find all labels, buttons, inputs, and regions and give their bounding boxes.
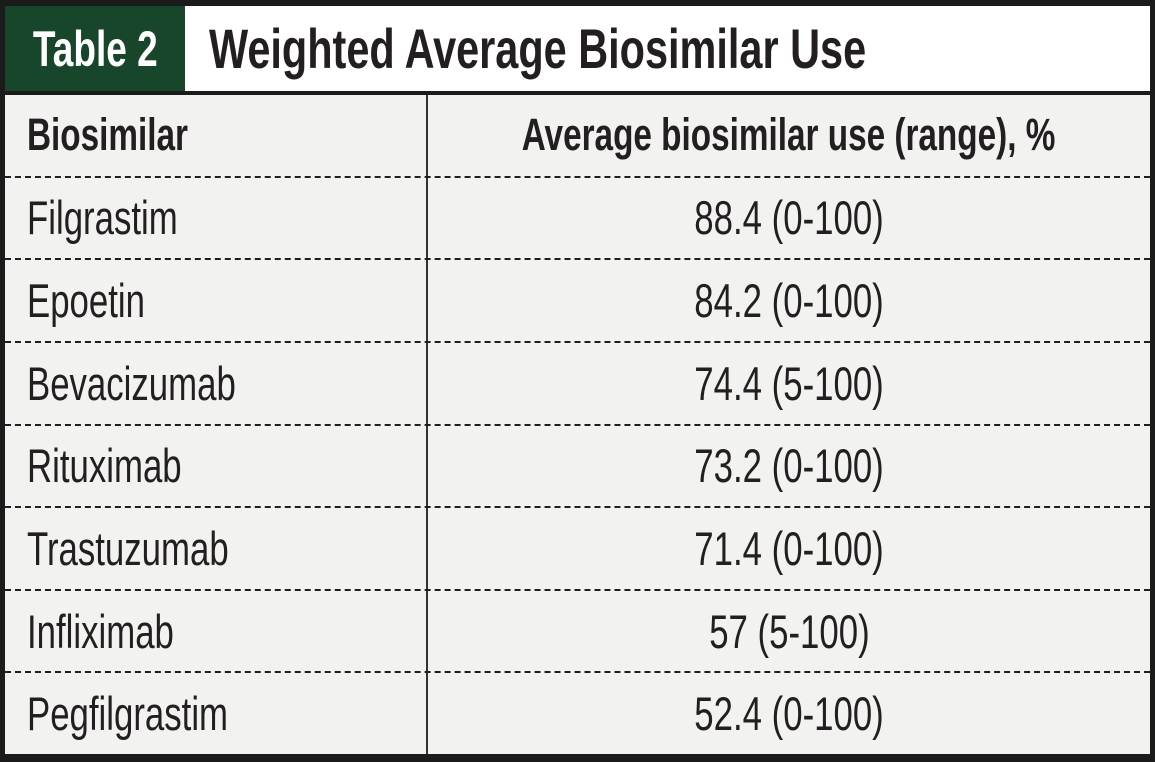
biosimilar-value-cell: 84.2 (0-100) <box>428 260 1150 341</box>
biosimilar-name: Rituximab <box>27 439 182 493</box>
biosimilar-value-cell: 88.4 (0-100) <box>428 178 1150 259</box>
biosimilar-name: Trastuzumab <box>27 521 229 575</box>
table-row: Filgrastim 88.4 (0-100) <box>5 175 1150 259</box>
biosimilar-value-cell: 52.4 (0-100) <box>428 673 1150 754</box>
biosimilar-name: Epoetin <box>27 274 145 328</box>
header-biosimilar-label: Biosimilar <box>27 109 189 161</box>
biosimilar-name: Infliximab <box>27 604 174 658</box>
header-average-use-label: Average biosimilar use (range), % <box>522 109 1056 161</box>
biosimilar-value: 88.4 (0-100) <box>694 191 884 245</box>
table-number-badge: Table 2 <box>5 6 185 91</box>
biosimilar-value-cell: 73.2 (0-100) <box>428 426 1150 507</box>
biosimilar-name-cell: Trastuzumab <box>5 508 428 589</box>
biosimilar-value-cell: 57 (5-100) <box>428 591 1150 672</box>
biosimilar-value: 57 (5-100) <box>708 604 870 658</box>
biosimilar-table: Biosimilar Average biosimilar use (range… <box>5 95 1150 754</box>
biosimilar-name-cell: Rituximab <box>5 425 428 507</box>
table-row: Epoetin 84.2 (0-100) <box>5 258 1150 341</box>
biosimilar-name-cell: Pegfilgrastim <box>5 673 428 754</box>
biosimilar-value-cell: 71.4 (0-100) <box>428 508 1150 589</box>
title-bar: Table 2 Weighted Average Biosimilar Use <box>5 6 1150 95</box>
table-row: Bevacizumab 74.4 (5-100) <box>5 340 1150 424</box>
biosimilar-value-cell: 74.4 (5-100) <box>428 343 1150 424</box>
header-cell-biosimilar: Biosimilar <box>5 95 428 176</box>
biosimilar-name: Pegfilgrastim <box>27 687 229 741</box>
biosimilar-name-cell: Epoetin <box>5 260 428 341</box>
biosimilar-value: 52.4 (0-100) <box>694 687 884 741</box>
biosimilar-name-cell: Filgrastim <box>5 177 428 259</box>
header-cell-average-use: Average biosimilar use (range), % <box>428 95 1150 176</box>
table-title-text: Weighted Average Biosimilar Use <box>209 17 867 80</box>
biosimilar-name-cell: Infliximab <box>5 590 428 672</box>
biosimilar-value: 84.2 (0-100) <box>694 274 884 328</box>
table-row: Trastuzumab 71.4 (0-100) <box>5 506 1150 589</box>
table-row: Rituximab 73.2 (0-100) <box>5 423 1150 507</box>
biosimilar-value: 73.2 (0-100) <box>694 439 884 493</box>
table-title: Weighted Average Biosimilar Use <box>209 6 1097 91</box>
table-row: Infliximab 57 (5-100) <box>5 588 1150 672</box>
table-number-label: Table 2 <box>32 20 158 77</box>
biosimilar-value: 74.4 (5-100) <box>694 356 884 410</box>
biosimilar-name: Filgrastim <box>27 191 178 245</box>
biosimilar-value: 71.4 (0-100) <box>694 521 884 575</box>
table-header-row: Biosimilar Average biosimilar use (range… <box>5 95 1150 176</box>
biosimilar-name: Bevacizumab <box>27 356 236 410</box>
biosimilar-name-cell: Bevacizumab <box>5 342 428 424</box>
table-row: Pegfilgrastim 52.4 (0-100) <box>5 671 1150 754</box>
